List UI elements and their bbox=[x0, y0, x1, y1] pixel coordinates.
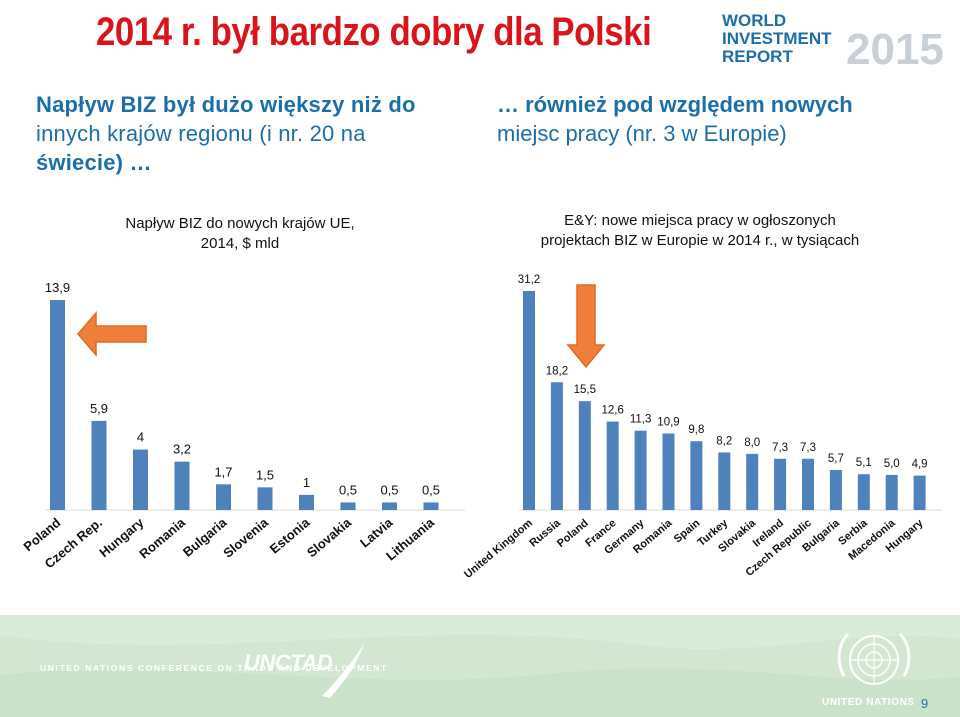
chart1-value-label: 13,9 bbox=[45, 280, 70, 295]
chart2-value-label: 18,2 bbox=[546, 365, 568, 377]
page-title: 2014 r. był bardzo dobry dla Polski bbox=[96, 10, 652, 54]
chart2-bar bbox=[718, 452, 731, 510]
chart2-bar bbox=[802, 458, 814, 510]
chart2-bar bbox=[634, 430, 647, 510]
chart1-bar bbox=[257, 487, 273, 510]
world-investment-report-logo: WORLD INVESTMENT REPORT 2015 bbox=[722, 11, 944, 72]
chart2-value-label: 15,5 bbox=[574, 384, 596, 396]
chart2-value-label: 9,8 bbox=[688, 424, 704, 436]
chart2-value-label: 5,1 bbox=[856, 457, 872, 469]
chart2-value-label: 12,6 bbox=[602, 405, 624, 417]
un-emblem-icon bbox=[837, 632, 911, 685]
logo-text-report: REPORT bbox=[722, 47, 793, 66]
chart1-value-label: 0,5 bbox=[422, 482, 440, 497]
chart2-value-label: 31,2 bbox=[518, 274, 540, 286]
chart2-value-label: 8,2 bbox=[716, 435, 732, 447]
chart2-value-label: 11,3 bbox=[630, 414, 652, 426]
chart2-bar bbox=[550, 382, 563, 510]
logo-text-investment: INVESTMENT bbox=[722, 29, 832, 48]
left-heading-line3: świecie) … bbox=[36, 150, 152, 175]
chart1-bar bbox=[423, 502, 439, 510]
chart1-bar bbox=[91, 420, 107, 510]
unctad-conference-text: UNITED NATIONS CONFERENCE ON TRADE AND D… bbox=[40, 663, 388, 673]
logo-text-world: WORLD bbox=[722, 11, 786, 30]
chart1-value-label: 1 bbox=[303, 475, 310, 490]
chart1-value-label: 0,5 bbox=[339, 482, 357, 497]
right-heading-line1: … również pod względem nowych bbox=[497, 92, 853, 117]
logo-text-year: 2015 bbox=[846, 25, 944, 72]
chart2-title-line1: E&Y: nowe miejsca pracy w ogłoszonych bbox=[564, 212, 836, 229]
chart2-category-label: United Kingdom bbox=[462, 517, 535, 581]
chart1-bar bbox=[382, 502, 397, 510]
chart1-category-label: Slovakia bbox=[304, 514, 355, 560]
chart1-category-label: Slovenia bbox=[220, 514, 271, 560]
right-heading: … również pod względem nowych miejsc pra… bbox=[497, 90, 957, 148]
chart2-bar bbox=[913, 475, 926, 510]
chart1-value-label: 1,7 bbox=[214, 464, 232, 479]
chart2-bar bbox=[606, 421, 619, 510]
chart2-bar bbox=[857, 474, 870, 510]
chart1-title-line2: 2014, $ mld bbox=[200, 235, 280, 252]
chart2-title-line2: projektach BIZ w Europie w 2014 r., w ty… bbox=[540, 232, 860, 249]
chart2-bar bbox=[578, 401, 591, 510]
chart1-bar bbox=[340, 502, 356, 510]
chart2-bar bbox=[829, 469, 842, 510]
chart2-value-label: 4,9 bbox=[912, 459, 928, 471]
footer-band bbox=[0, 615, 960, 717]
left-arrow-icon bbox=[77, 310, 147, 358]
chart1-bar bbox=[299, 494, 314, 510]
down-arrow-icon bbox=[566, 284, 606, 369]
footer-waves bbox=[0, 635, 960, 717]
chart1-bar bbox=[50, 300, 65, 510]
left-heading-line2: innych krajów regionu (i nr. 20 na bbox=[36, 121, 366, 146]
right-heading-line2: miejsc pracy (nr. 3 w Europie) bbox=[497, 121, 787, 146]
chart1-title-line1: Napływ BIZ do nowych krajów UE, bbox=[125, 215, 355, 232]
left-heading-line1: Napływ BIZ był dużo większy niż do bbox=[36, 92, 416, 117]
chart1-title: Napływ BIZ do nowych krajów UE, 2014, $ … bbox=[90, 214, 390, 254]
chart2-bar bbox=[523, 291, 535, 510]
unctad-swoosh-icon bbox=[322, 644, 364, 698]
chart2-title: E&Y: nowe miejsca pracy w ogłoszonych pr… bbox=[500, 211, 900, 251]
chart2-bar bbox=[690, 441, 703, 510]
chart2-category-label: Poland bbox=[555, 517, 591, 550]
chart2-bar bbox=[885, 474, 898, 510]
chart2-bar bbox=[746, 453, 759, 510]
chart1-value-label: 4 bbox=[137, 430, 144, 445]
chart2-value-label: 8,0 bbox=[744, 437, 760, 449]
chart1-bar bbox=[133, 449, 148, 510]
chart2-value-label: 7,3 bbox=[772, 442, 788, 454]
chart1-value-label: 5,9 bbox=[90, 401, 108, 416]
unctad-logo: UNCTAD bbox=[244, 650, 333, 675]
chart1-category-label: Romania bbox=[136, 514, 188, 561]
chart2-bar bbox=[662, 433, 675, 510]
chart1-value-label: 0,5 bbox=[380, 482, 398, 497]
page-number: 9 bbox=[921, 696, 929, 711]
chart2-value-label: 10,9 bbox=[657, 416, 679, 428]
chart2-bar bbox=[774, 458, 787, 510]
left-heading: Napływ BIZ był dużo większy niż do innyc… bbox=[36, 90, 456, 177]
chart2-value-label: 5,0 bbox=[884, 458, 900, 470]
chart1-value-label: 1,5 bbox=[256, 467, 274, 482]
chart1-bar bbox=[174, 461, 190, 510]
chart2-value-label: 7,3 bbox=[800, 442, 816, 454]
chart2-value-label: 5,7 bbox=[828, 453, 844, 465]
chart1-bar bbox=[216, 484, 231, 510]
chart1-value-label: 3,2 bbox=[173, 442, 191, 457]
united-nations-label: UNITED NATIONS bbox=[822, 697, 915, 708]
